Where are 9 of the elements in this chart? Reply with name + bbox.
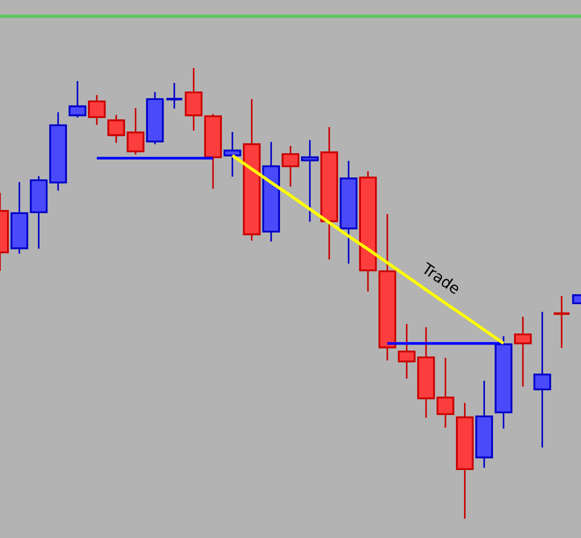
- candlestick: [514, 316, 532, 388]
- candlestick: [88, 94, 106, 126]
- candlestick: [165, 82, 184, 110]
- candlestick: [68, 80, 86, 118]
- candlestick: [552, 295, 571, 349]
- candlestick: [224, 131, 242, 178]
- candlestick: [533, 311, 552, 448]
- candlestick: [282, 145, 300, 188]
- candlestick: [301, 139, 319, 222]
